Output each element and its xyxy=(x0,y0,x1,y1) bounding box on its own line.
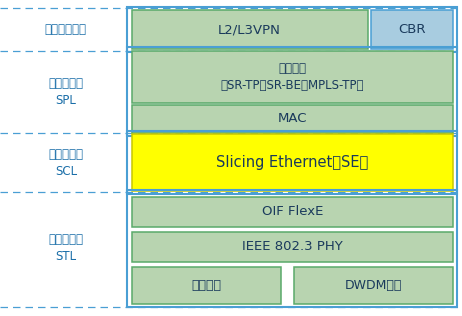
Text: DWDM光层: DWDM光层 xyxy=(345,279,402,292)
Text: 切片通道层
SCL: 切片通道层 SCL xyxy=(49,148,83,178)
Text: 客户业务适配: 客户业务适配 xyxy=(45,23,87,36)
Text: 切片分组层
SPL: 切片分组层 SPL xyxy=(49,77,83,106)
Bar xyxy=(127,47,457,136)
Bar xyxy=(132,134,453,191)
Text: 以太灰光: 以太灰光 xyxy=(191,279,221,292)
Text: Slicing Ethernet（SE）: Slicing Ethernet（SE） xyxy=(216,155,368,170)
Text: 切片传送层
STL: 切片传送层 STL xyxy=(49,234,83,263)
Text: 分组隧道
（SR-TP、SR-BE、MPLS-TP）: 分组隧道 （SR-TP、SR-BE、MPLS-TP） xyxy=(220,62,364,92)
Text: MAC: MAC xyxy=(278,112,307,125)
Text: IEEE 802.3 PHY: IEEE 802.3 PHY xyxy=(242,240,343,253)
Bar xyxy=(294,267,453,304)
Bar xyxy=(132,51,453,103)
Bar xyxy=(371,10,453,49)
Bar xyxy=(132,10,368,49)
Text: CBR: CBR xyxy=(398,23,426,36)
Bar xyxy=(132,267,281,304)
Bar xyxy=(132,232,453,262)
Bar xyxy=(132,105,453,133)
Bar xyxy=(127,7,457,52)
Bar xyxy=(127,190,457,307)
Text: OIF FlexE: OIF FlexE xyxy=(261,205,323,218)
Text: L2/L3VPN: L2/L3VPN xyxy=(218,23,281,36)
Bar xyxy=(132,197,453,227)
Bar xyxy=(127,131,457,194)
